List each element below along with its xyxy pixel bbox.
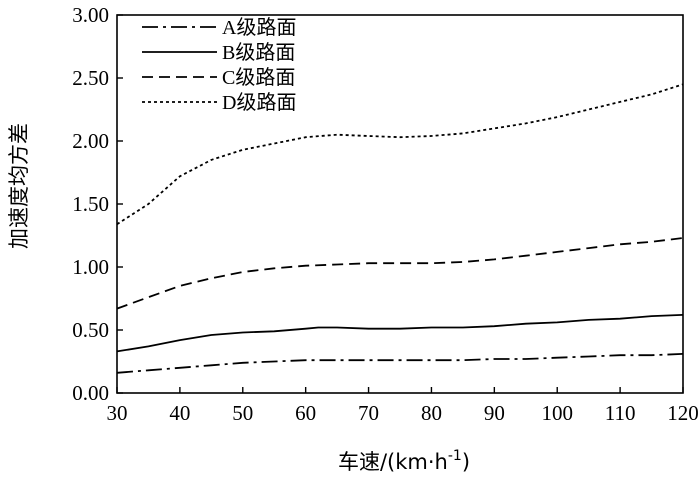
x-tick-label: 70 [358,401,379,425]
x-tick-label: 40 [169,401,190,425]
x-tick-label: 60 [295,401,316,425]
legend-label: B级路面 [222,41,295,64]
legend-label: C级路面 [222,66,295,89]
series-line-b [116,314,684,353]
axes: 30 40 50 60 70 80 90 100 110 120 0.00 0.50 1.00 1.50 2… [72,3,699,425]
x-axis-title-main: 车速/(km·h [338,450,448,474]
x-axis-title-superscript: -1 [448,448,462,464]
x-tick-label: 30 [107,401,128,425]
y-tick-label: 2.50 [72,66,109,90]
y-tick-label: 3.00 [72,3,109,27]
y-tick-label: 0.50 [72,318,109,342]
x-tick-label: 100 [541,401,573,425]
legend-label: A级路面 [222,16,296,39]
series-line-c [116,237,684,310]
x-axis-title: 车速/(km·h-1) [338,448,470,474]
series-line-d [116,83,684,225]
x-tick-label: 80 [421,401,442,425]
y-tick-label: 1.50 [72,192,109,216]
x-tick-label: 110 [605,401,636,425]
x-tick-label: 90 [484,401,505,425]
series-group [116,83,684,374]
series-line-a [116,353,684,374]
x-tick-label: 120 [667,401,699,425]
y-axis-title: 加速度均方差 [7,123,31,249]
y-tick-label: 2.00 [72,129,109,153]
y-tick-label: 1.00 [72,255,109,279]
legend-label: D级路面 [222,91,296,114]
y-tick-label: 0.00 [72,381,109,405]
x-axis-title-suffix: ) [462,450,470,474]
x-tick-label: 50 [232,401,253,425]
